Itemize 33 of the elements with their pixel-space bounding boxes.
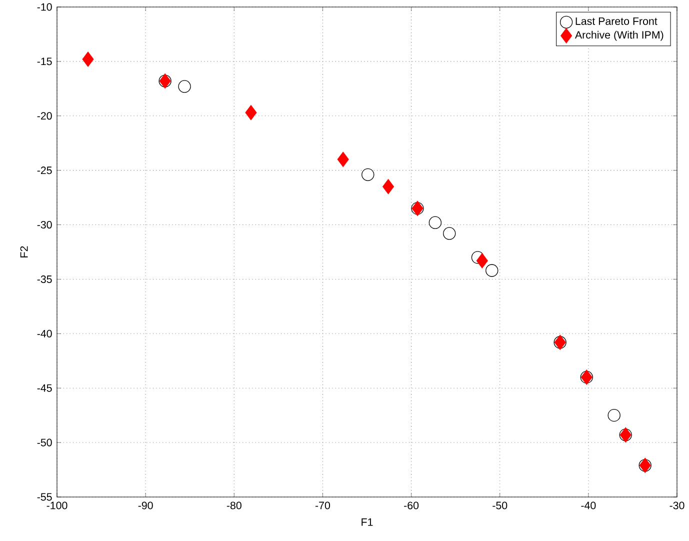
y-tick-label: -45 <box>37 384 52 392</box>
point <box>476 253 488 268</box>
x-axis-title: F1 <box>362 518 373 526</box>
point <box>245 105 257 120</box>
x-tick-label: -30 <box>670 502 684 510</box>
x-tick-label: -100 <box>46 502 68 510</box>
x-tick-label: -50 <box>492 502 508 510</box>
point <box>178 80 191 93</box>
y-tick-label: -40 <box>37 330 52 338</box>
x-tick-label: -40 <box>581 502 596 510</box>
x-tick-label: -60 <box>404 502 419 510</box>
point <box>443 227 456 240</box>
point <box>428 216 442 229</box>
point <box>608 408 620 422</box>
y-tick-label: -20 <box>37 112 52 120</box>
y-tick-label: -10 <box>37 3 52 11</box>
x-tick-label: -80 <box>226 502 242 510</box>
point <box>486 264 498 277</box>
y-tick-label: -15 <box>37 58 52 66</box>
x-tick-label: -90 <box>138 502 153 510</box>
point <box>82 52 94 67</box>
legend-label: Last Pareto Front <box>576 17 658 25</box>
y-tick-label: -30 <box>37 220 52 229</box>
y-axis-title: F2 <box>20 246 28 258</box>
y-tick-label: -50 <box>37 438 52 446</box>
x-tick-label: -70 <box>315 502 330 510</box>
y-tick-label: -55 <box>37 493 52 501</box>
point <box>362 168 374 182</box>
point <box>337 152 349 168</box>
legend-label: Archive (With IPM) <box>574 30 664 41</box>
point <box>382 179 394 194</box>
y-tick-label: -25 <box>37 166 52 174</box>
y-tick-label: -35 <box>37 275 52 283</box>
